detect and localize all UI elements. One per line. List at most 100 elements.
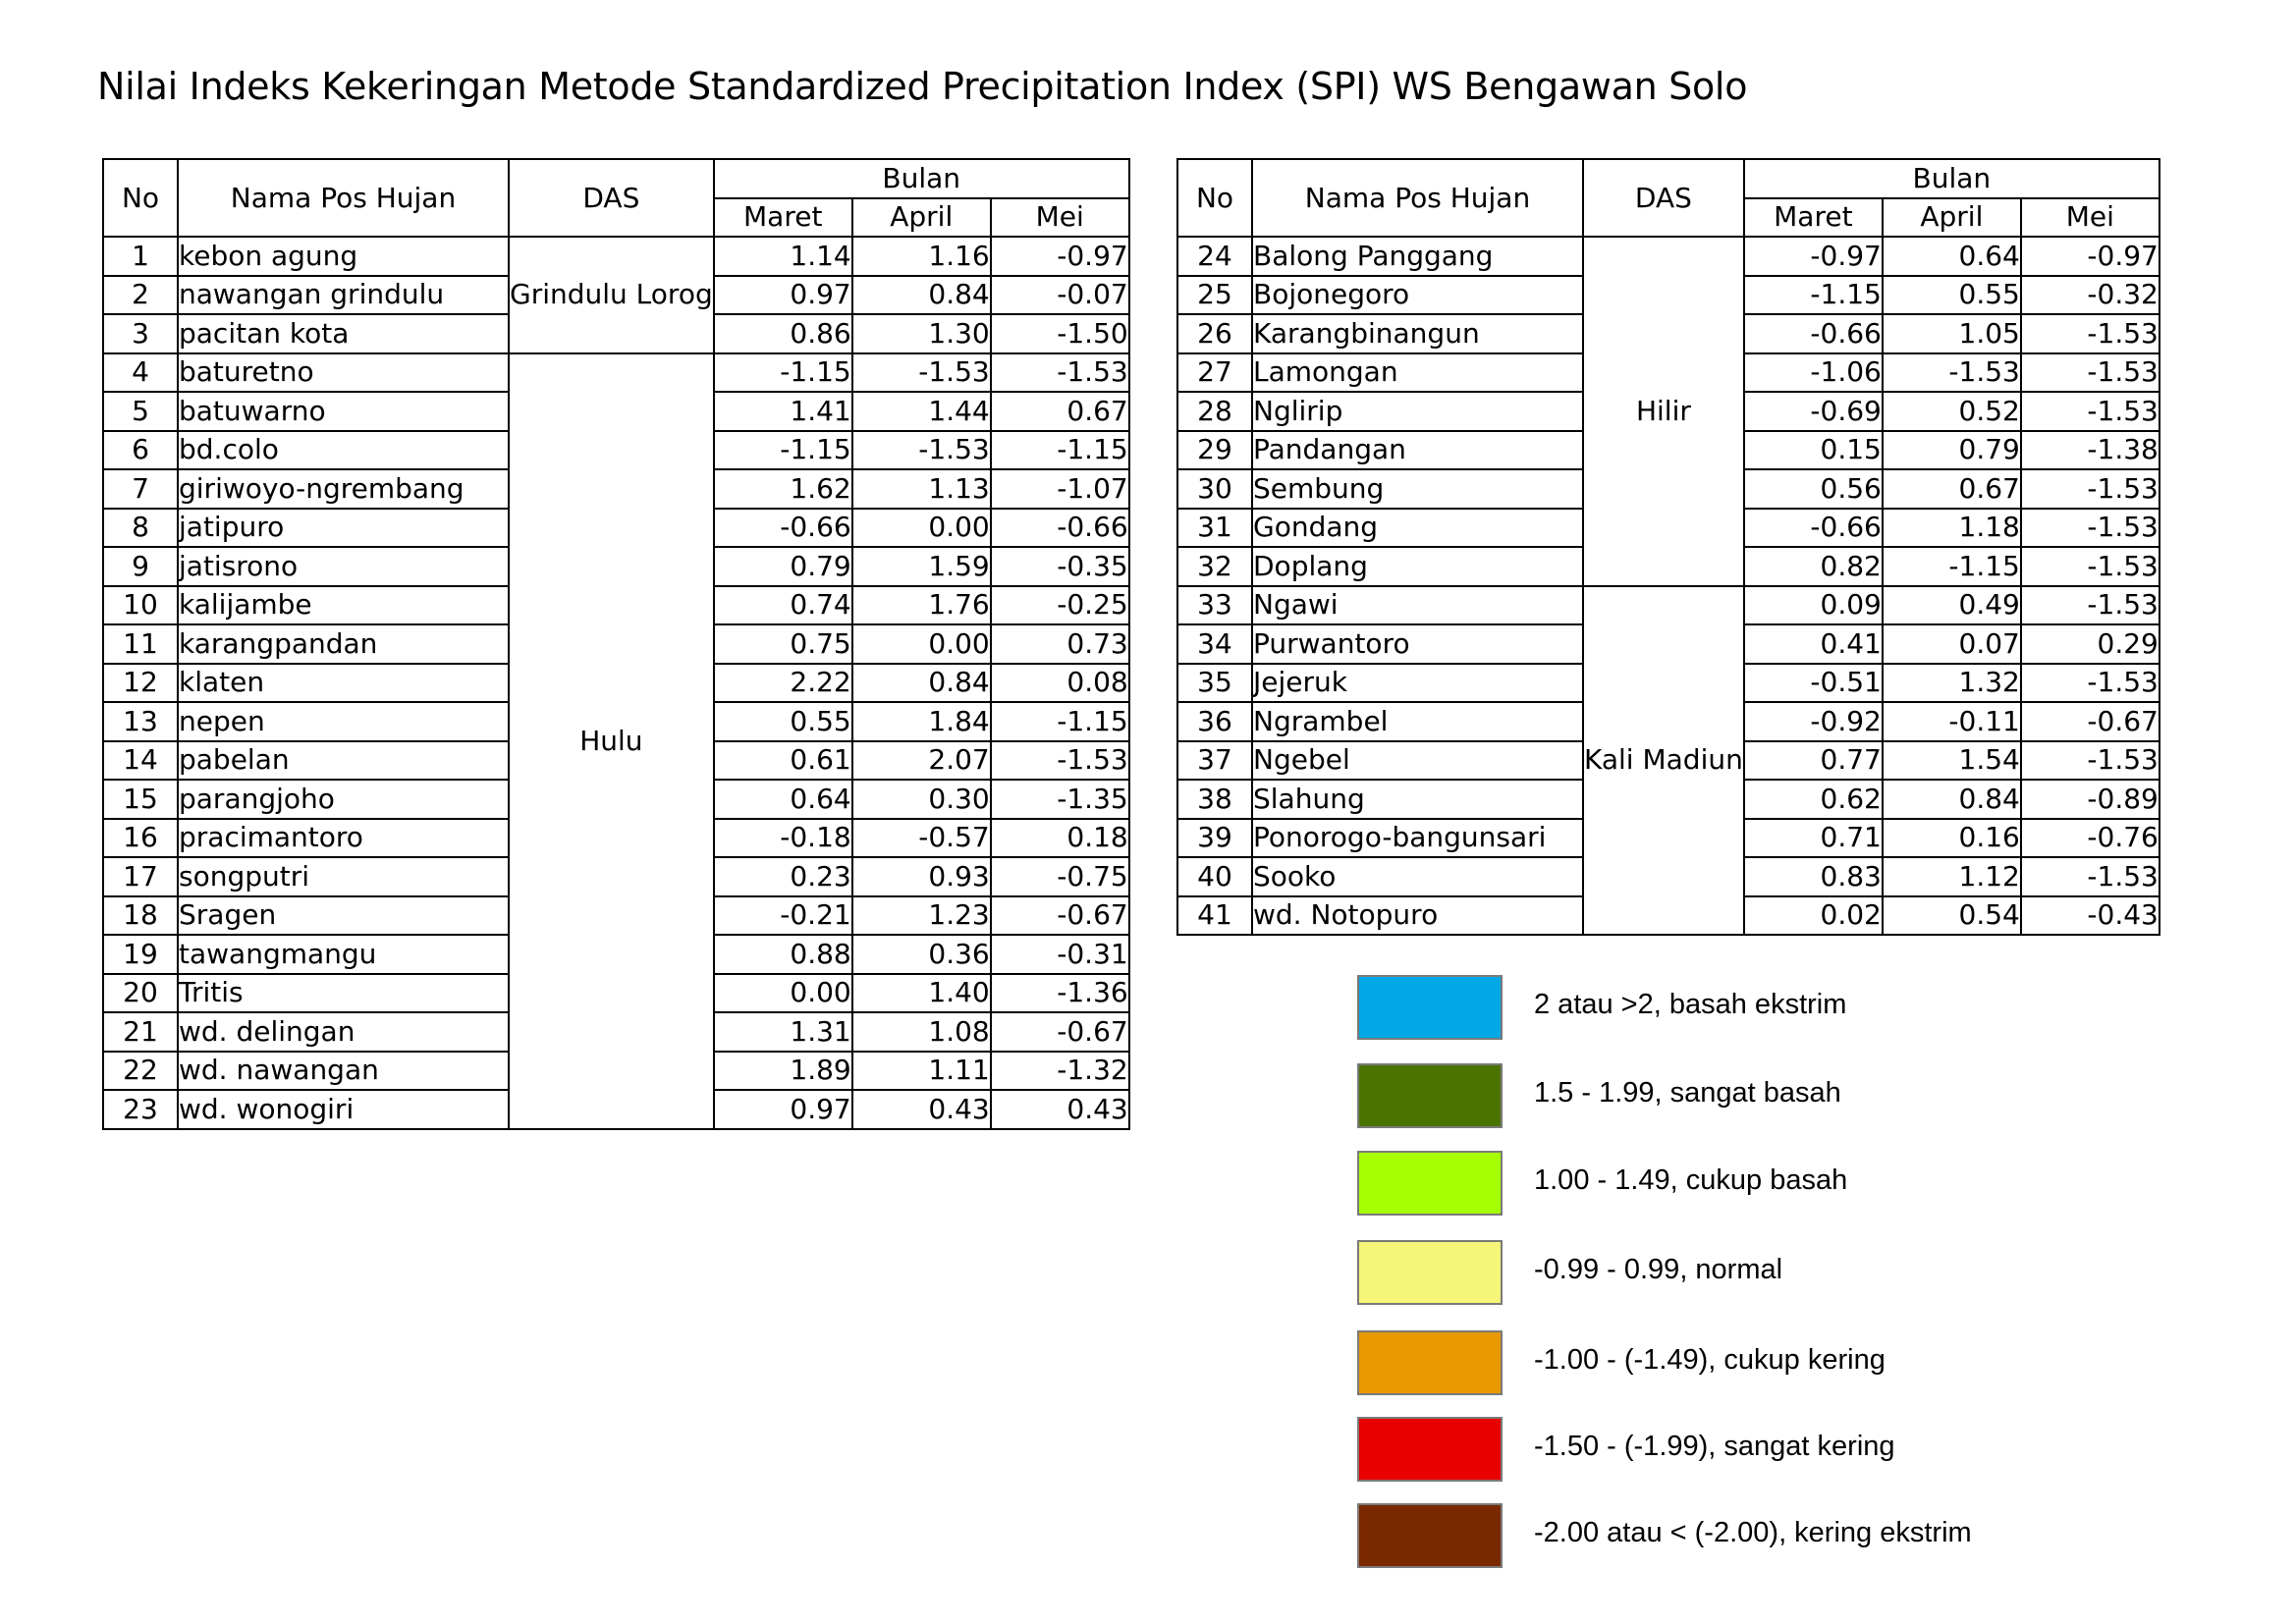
cell-maret: -1.15 xyxy=(712,429,853,470)
cell-nama-pos-hujan: baturetno xyxy=(177,352,510,393)
cell-maret: 0.77 xyxy=(1742,739,1884,781)
table-row: 27 Lamongan -1.06 -1.53 -1.53 xyxy=(1176,352,2160,393)
cell-mei: -0.75 xyxy=(989,856,1130,897)
cell-nama-pos-hujan: Bojonegoro xyxy=(1251,274,1584,315)
cell-mei: -1.53 xyxy=(2019,352,2160,393)
cell-no: 1 xyxy=(102,236,179,277)
table-row: 9 jatisrono 0.79 1.59 -0.35 xyxy=(102,546,1130,587)
table-row: 15 parangjoho 0.64 0.30 -1.35 xyxy=(102,779,1130,820)
legend-swatch xyxy=(1357,1417,1503,1482)
cell-maret: 0.74 xyxy=(712,584,853,625)
table-row: 12 klaten 2.22 0.84 0.08 xyxy=(102,662,1130,703)
table-row: 3 pacitan kota 0.86 1.30 -1.50 xyxy=(102,313,1130,354)
cell-mei: -1.53 xyxy=(2019,856,2160,897)
cell-maret: 0.56 xyxy=(1742,468,1884,510)
table-row: 36 Ngrambel -0.92 -0.11 -0.67 xyxy=(1176,701,2160,742)
cell-mei: -0.67 xyxy=(989,894,1130,936)
table-row: 6 bd.colo -1.15 -1.53 -1.15 xyxy=(102,429,1130,470)
legend-label: 1.00 - 1.49, cukup basah xyxy=(1534,1164,1848,1196)
cell-nama-pos-hujan: Doplang xyxy=(1251,546,1584,587)
cell-no: 17 xyxy=(102,856,179,897)
table-row: 10 kalijambe 0.74 1.76 -0.25 xyxy=(102,584,1130,625)
table-row: 32 Doplang 0.82 -1.15 -1.53 xyxy=(1176,546,2160,587)
cell-mei: -1.53 xyxy=(2019,507,2160,548)
cell-no: 16 xyxy=(102,817,179,858)
cell-april: 1.13 xyxy=(850,468,992,510)
cell-nama-pos-hujan: wd. delingan xyxy=(177,1011,510,1053)
table-row: 13 nepen 0.55 1.84 -1.15 xyxy=(102,701,1130,742)
cell-nama-pos-hujan: bd.colo xyxy=(177,429,510,470)
cell-maret: -0.66 xyxy=(1742,507,1884,548)
cell-maret: 0.82 xyxy=(1742,546,1884,587)
cell-mei: -1.53 xyxy=(989,352,1130,393)
header-das: DAS xyxy=(1582,158,1745,238)
legend-label: 2 atau >2, basah ekstrim xyxy=(1534,989,1847,1020)
table-row: 16 pracimantoro -0.18 -0.57 0.18 xyxy=(102,817,1130,858)
cell-maret: -0.92 xyxy=(1742,701,1884,742)
cell-april: 0.84 xyxy=(850,662,992,703)
cell-no: 21 xyxy=(102,1011,179,1053)
cell-april: 1.84 xyxy=(850,701,992,742)
cell-maret: 0.86 xyxy=(712,313,853,354)
legend-swatch xyxy=(1357,1151,1503,1216)
cell-april: 1.23 xyxy=(850,894,992,936)
cell-mei: -1.53 xyxy=(2019,739,2160,781)
legend-item: 1.00 - 1.49, cukup basah xyxy=(1357,1151,2045,1216)
cell-no: 10 xyxy=(102,584,179,625)
table-row: 5 batuwarno 1.41 1.44 0.67 xyxy=(102,391,1130,432)
table-row: 26 Karangbinangun -0.66 1.05 -1.53 xyxy=(1176,313,2160,354)
cell-das: Kali Madiun xyxy=(1582,584,1745,936)
cell-nama-pos-hujan: batuwarno xyxy=(177,391,510,432)
legend-item: 2 atau >2, basah ekstrim xyxy=(1357,975,2045,1040)
header-bulan: Bulan xyxy=(1742,158,2160,199)
cell-mei: -1.53 xyxy=(2019,391,2160,432)
cell-april: 0.93 xyxy=(850,856,992,897)
cell-no: 35 xyxy=(1176,662,1253,703)
legend-label: -2.00 atau < (-2.00), kering ekstrim xyxy=(1534,1517,1972,1548)
cell-mei: 0.73 xyxy=(989,623,1130,665)
cell-mei: 0.67 xyxy=(989,391,1130,432)
cell-maret: -0.66 xyxy=(1742,313,1884,354)
legend-swatch xyxy=(1357,1330,1503,1395)
cell-maret: 0.61 xyxy=(712,739,853,781)
table-row: 11 karangpandan 0.75 0.00 0.73 xyxy=(102,623,1130,665)
header-maret: Maret xyxy=(1742,196,1884,238)
cell-mei: -0.76 xyxy=(2019,817,2160,858)
cell-mei: -0.35 xyxy=(989,546,1130,587)
cell-no: 27 xyxy=(1176,352,1253,393)
cell-no: 28 xyxy=(1176,391,1253,432)
cell-april: 1.59 xyxy=(850,546,992,587)
cell-april: 0.30 xyxy=(850,779,992,820)
cell-no: 14 xyxy=(102,739,179,781)
cell-maret: 0.97 xyxy=(712,1089,853,1130)
cell-mei: -1.53 xyxy=(2019,662,2160,703)
legend-swatch xyxy=(1357,1240,1503,1305)
table-row: 40 Sooko 0.83 1.12 -1.53 xyxy=(1176,856,2160,897)
cell-no: 9 xyxy=(102,546,179,587)
cell-nama-pos-hujan: Ngebel xyxy=(1251,739,1584,781)
cell-maret: 0.83 xyxy=(1742,856,1884,897)
cell-april: -1.53 xyxy=(1881,352,2022,393)
cell-april: 1.11 xyxy=(850,1050,992,1091)
legend-label: 1.5 - 1.99, sangat basah xyxy=(1534,1077,1841,1109)
table-row: 39 Ponorogo-bangunsari 0.71 0.16 -0.76 xyxy=(1176,817,2160,858)
spi-table-left: No Nama Pos Hujan DAS Bulan Maret April … xyxy=(102,158,1130,1130)
cell-nama-pos-hujan: Balong Panggang xyxy=(1251,236,1584,277)
cell-nama-pos-hujan: Sooko xyxy=(1251,856,1584,897)
cell-maret: 0.75 xyxy=(712,623,853,665)
cell-mei: -1.36 xyxy=(989,972,1130,1013)
cell-maret: 0.97 xyxy=(712,274,853,315)
cell-april: 1.32 xyxy=(1881,662,2022,703)
cell-mei: -1.53 xyxy=(2019,584,2160,625)
header-bulan: Bulan xyxy=(712,158,1130,199)
cell-no: 36 xyxy=(1176,701,1253,742)
table-row: 25 Bojonegoro -1.15 0.55 -0.32 xyxy=(1176,274,2160,315)
cell-maret: 0.41 xyxy=(1742,623,1884,665)
table-row: 18 Sragen -0.21 1.23 -0.67 xyxy=(102,894,1130,936)
cell-nama-pos-hujan: Karangbinangun xyxy=(1251,313,1584,354)
cell-nama-pos-hujan: Ngrambel xyxy=(1251,701,1584,742)
cell-mei: -0.67 xyxy=(989,1011,1130,1053)
cell-mei: -1.32 xyxy=(989,1050,1130,1091)
cell-april: 0.84 xyxy=(1881,779,2022,820)
cell-no: 32 xyxy=(1176,546,1253,587)
